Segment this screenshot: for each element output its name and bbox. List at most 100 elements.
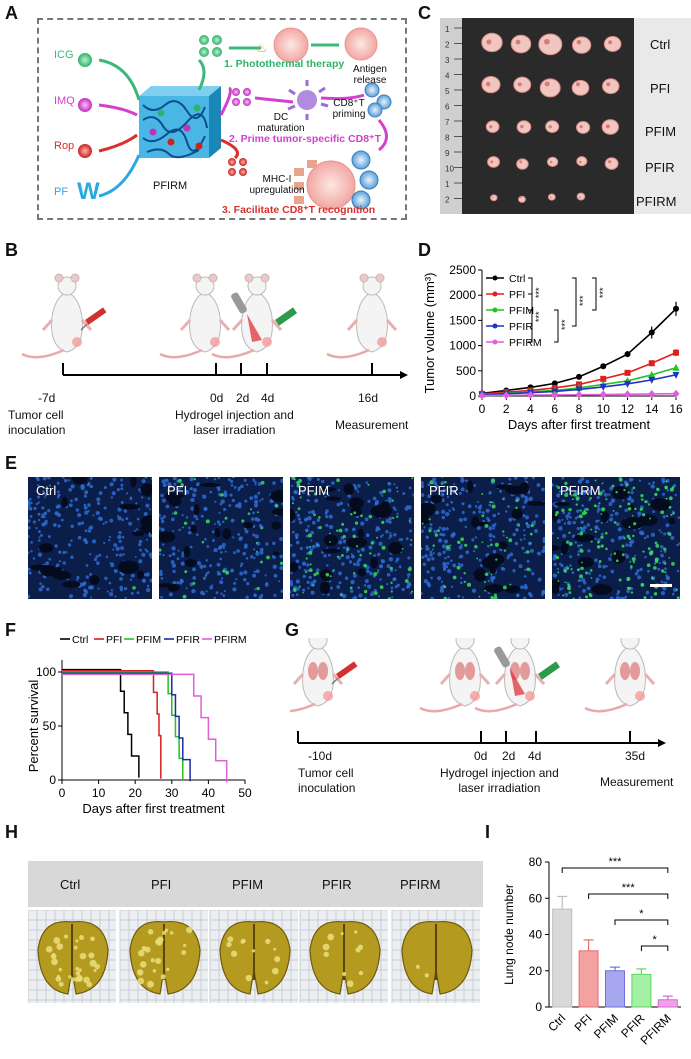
- cd8-signal: [578, 514, 583, 519]
- nucleus: [623, 480, 628, 485]
- cd8-signal: [328, 532, 331, 535]
- nucleus: [33, 506, 37, 510]
- nucleus: [542, 519, 545, 524]
- cd8-signal: [452, 575, 457, 580]
- nucleus: [120, 483, 124, 487]
- nucleus: [499, 489, 503, 493]
- nucleus: [422, 562, 427, 566]
- nucleus: [624, 553, 627, 556]
- mouse-head: [620, 630, 640, 650]
- x-tick-label: Ctrl: [545, 1011, 568, 1034]
- nucleus: [90, 596, 93, 599]
- cd8-signal: [392, 516, 395, 520]
- nucleus: [230, 569, 234, 573]
- nucleus: [431, 557, 435, 561]
- nucleus: [568, 515, 572, 519]
- cd8-signal: [579, 531, 584, 536]
- cd8-signal: [648, 551, 654, 556]
- cd8-signal: [260, 480, 265, 485]
- tumor-vessel: [579, 125, 583, 129]
- cd8-signal: [565, 541, 569, 544]
- nucleus: [172, 529, 175, 532]
- nucleus: [478, 510, 482, 514]
- nucleus: [442, 488, 446, 492]
- x-tick-label: 8: [576, 402, 583, 416]
- nucleus: [678, 542, 680, 545]
- rop-sphere: [78, 144, 92, 158]
- nucleus: [485, 508, 490, 513]
- cd8-signal: [304, 571, 308, 574]
- nucleus: [357, 586, 360, 589]
- nucleus: [392, 577, 397, 582]
- metastatic-nodule: [342, 971, 347, 977]
- cd8-signal: [671, 562, 675, 566]
- nucleus: [255, 569, 260, 574]
- nucleus: [62, 550, 66, 555]
- mouse-tail: [419, 702, 463, 713]
- tumor-pfir: [516, 158, 529, 170]
- dark-void: [136, 570, 144, 580]
- nucleus: [97, 587, 100, 590]
- nucleus: [220, 577, 224, 580]
- dark-void: [270, 490, 283, 503]
- nucleus: [569, 564, 572, 567]
- nucleus: [173, 482, 177, 486]
- tumor-vessel: [485, 81, 491, 87]
- cd8-signal: [432, 544, 435, 547]
- nucleus: [562, 511, 565, 515]
- nucleus: [128, 521, 133, 526]
- nucleus: [259, 499, 262, 502]
- nucleus: [85, 564, 89, 567]
- metastatic-nodule: [78, 968, 82, 972]
- data-point: [576, 373, 582, 380]
- nucleus: [204, 538, 207, 541]
- panel-label-g: G: [285, 620, 300, 640]
- nucleus: [634, 571, 639, 576]
- nucleus: [296, 513, 300, 517]
- nucleus: [443, 539, 449, 544]
- cd8-signal: [650, 576, 654, 580]
- nucleus: [523, 575, 527, 578]
- nucleus: [488, 533, 493, 538]
- tumor-pfir: [546, 156, 559, 168]
- nucleus: [160, 577, 164, 580]
- nucleus: [70, 524, 75, 529]
- nucleus: [441, 509, 446, 514]
- nucleus: [465, 550, 470, 555]
- nucleus: [110, 496, 114, 499]
- nucleus: [393, 532, 397, 537]
- nucleus: [232, 536, 235, 539]
- nucleus: [92, 514, 95, 517]
- nucleus: [552, 531, 555, 535]
- y-tick-label: 500: [456, 364, 476, 378]
- nucleus: [316, 477, 320, 481]
- nucleus: [360, 521, 365, 526]
- nucleus: [307, 515, 312, 521]
- cd8-signal: [564, 492, 569, 497]
- nucleus: [145, 572, 150, 577]
- mouse-leg: [643, 672, 656, 686]
- data-point: [624, 390, 631, 399]
- dark-void: [560, 540, 569, 555]
- nucleus: [254, 480, 257, 484]
- nucleus: [39, 582, 42, 585]
- nucleus: [118, 530, 122, 535]
- metastatic-nodule: [147, 929, 154, 935]
- mouse-head: [362, 276, 382, 296]
- nucleus: [338, 581, 342, 585]
- nucleus: [662, 515, 666, 519]
- nucleus: [407, 576, 410, 579]
- cd8-signal: [579, 509, 582, 512]
- legend-label: PFIR: [176, 634, 200, 646]
- nucleus: [598, 574, 602, 577]
- nucleus: [571, 571, 575, 575]
- ruler-number: 7: [445, 118, 450, 127]
- cd8-signal: [660, 510, 665, 515]
- cd8-signal: [505, 536, 508, 539]
- cd8-signal: [596, 545, 601, 549]
- dark-void: [183, 546, 191, 557]
- cd8-signal: [182, 594, 187, 599]
- nucleus: [507, 554, 511, 558]
- metastatic-nodule: [150, 958, 155, 963]
- nucleus: [625, 543, 629, 547]
